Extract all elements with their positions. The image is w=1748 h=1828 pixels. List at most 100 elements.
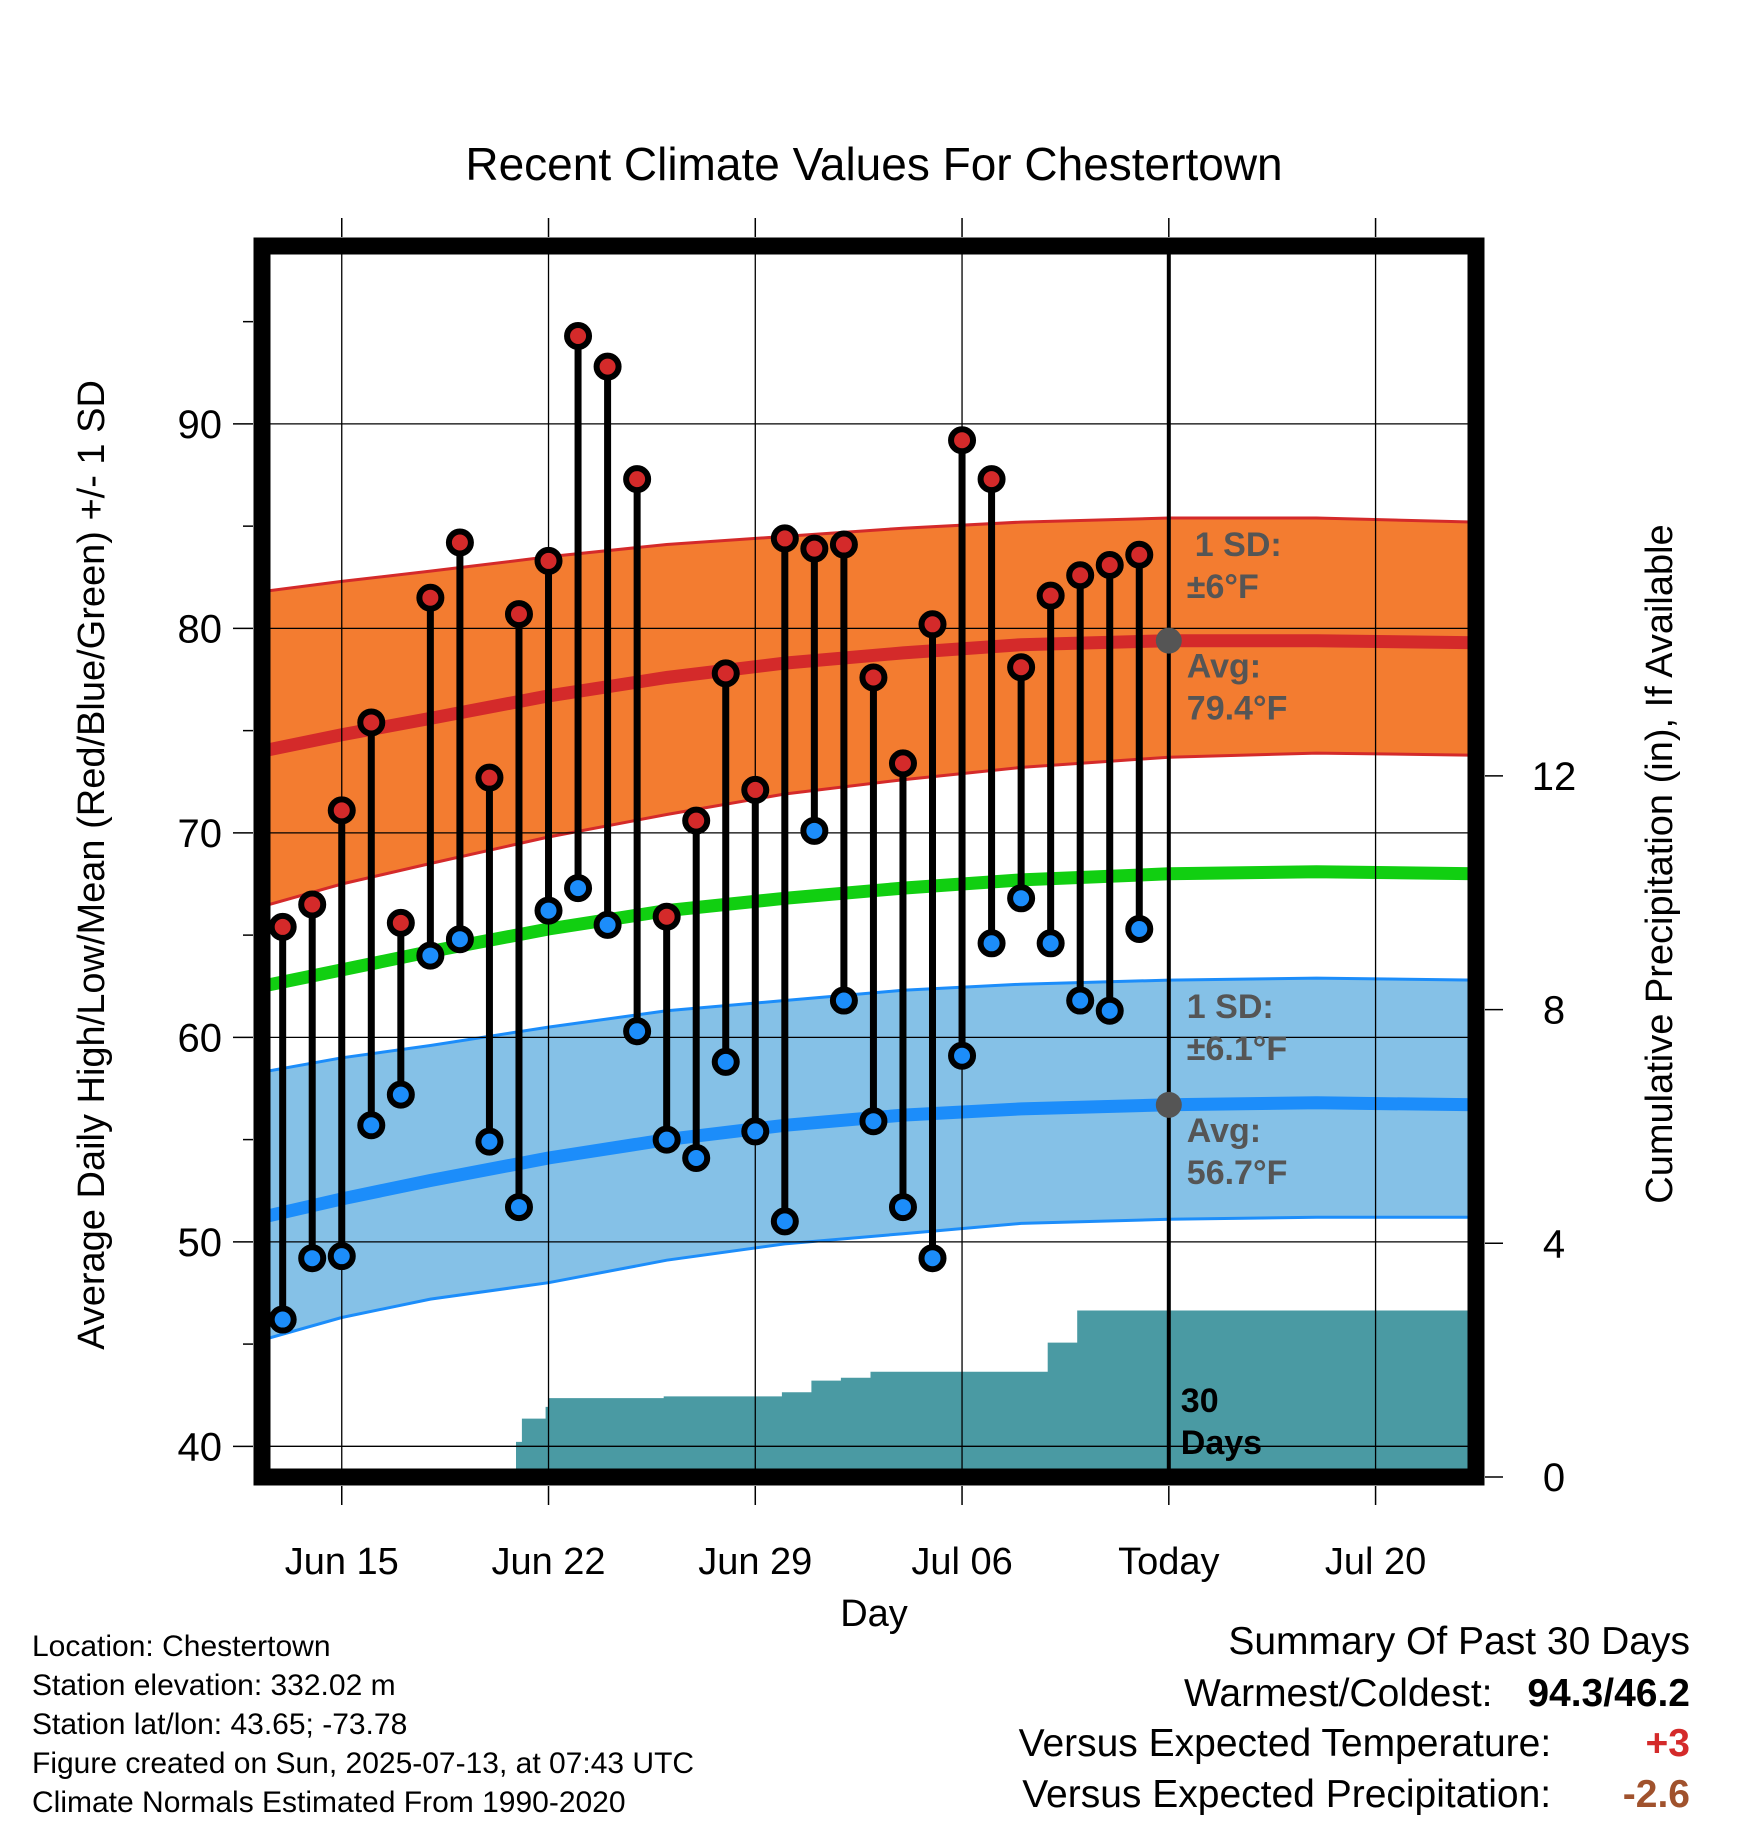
summary-title: Summary Of Past 30 Days (1228, 1620, 1690, 1664)
y2-tick-label: 0 (1543, 1456, 1565, 1500)
high-sd-value: ±6°F (1187, 568, 1259, 606)
daily-high-point (922, 613, 944, 635)
precip-window-label: 30 (1181, 1382, 1219, 1420)
daily-high-point (862, 666, 884, 688)
daily-low-point (597, 914, 619, 936)
daily-high-point (715, 662, 737, 684)
low-sd-value: ±6.1°F (1187, 1030, 1287, 1068)
y-tick-label: 70 (178, 812, 223, 856)
daily-low-point (331, 1245, 353, 1267)
info-elevation: Station elevation: 332.02 m (32, 1669, 396, 1703)
warmest-coldest-value: 94.3/46.2 (1527, 1672, 1690, 1715)
daily-high-point (419, 587, 441, 609)
daily-high-point (272, 916, 294, 938)
summary-warmest-coldest: Warmest/Coldest: 94.3/46.2 (1184, 1672, 1690, 1716)
y-axis-label: Average Daily High/Low/Mean (Red/Blue/Gr… (71, 380, 113, 1350)
plot-area (262, 246, 1476, 1477)
daily-high-point (301, 893, 323, 915)
temp-departure-value: +3 (1562, 1722, 1690, 1766)
low-sd-label: 1 SD: (1187, 988, 1274, 1026)
today-normal-high-marker (1156, 628, 1182, 654)
precip-departure-value: -2.6 (1562, 1773, 1690, 1817)
x-tick-label: Today (1118, 1541, 1219, 1583)
daily-high-point (390, 912, 412, 934)
daily-high-point (951, 429, 973, 451)
info-location: Location: Chestertown (32, 1630, 331, 1664)
daily-high-point (1010, 656, 1032, 678)
high-sd-label: 1 SD: (1195, 526, 1282, 564)
y-tick-label: 90 (178, 403, 223, 447)
daily-high-point (774, 527, 796, 549)
daily-low-point (892, 1196, 914, 1218)
warmest-coldest-label: Warmest/Coldest: (1184, 1672, 1492, 1715)
daily-low-point (774, 1210, 796, 1232)
daily-high-point (833, 534, 855, 556)
daily-low-point (951, 1045, 973, 1067)
daily-low-point (567, 877, 589, 899)
low-sd-band (262, 978, 1476, 1340)
daily-high-point (360, 711, 382, 733)
daily-high-point (656, 906, 678, 928)
daily-low-point (833, 990, 855, 1012)
y2-tick-label: 4 (1543, 1222, 1565, 1266)
daily-high-point (1069, 564, 1091, 586)
normal-mean-line (262, 872, 1476, 987)
daily-high-point (1128, 544, 1150, 566)
daily-high-point (1099, 554, 1121, 576)
daily-low-point (922, 1247, 944, 1269)
daily-high-point (449, 532, 471, 554)
daily-high-point (803, 538, 825, 560)
daily-low-point (685, 1147, 707, 1169)
summary-title-text: Summary Of Past 30 Days (1228, 1620, 1690, 1663)
y-tick-label: 80 (178, 607, 223, 651)
info-normals: Climate Normals Estimated From 1990-2020 (32, 1786, 626, 1820)
daily-low-point (744, 1120, 766, 1142)
daily-low-point (1040, 932, 1062, 954)
daily-low-point (390, 1084, 412, 1106)
daily-high-point (478, 767, 500, 789)
x-tick-label: Jul 20 (1325, 1541, 1426, 1583)
daily-low-point (1010, 887, 1032, 909)
daily-low-point (1128, 918, 1150, 940)
y-tick-label: 60 (178, 1016, 223, 1060)
daily-high-point (892, 752, 914, 774)
x-tick-label: Jun 29 (698, 1541, 812, 1583)
climate-chart: Recent Climate Values For Chestertown Da… (0, 0, 1748, 1828)
precip-window-unit: Days (1181, 1424, 1262, 1462)
x-tick-label: Jun 22 (491, 1541, 605, 1583)
daily-low-point (862, 1110, 884, 1132)
daily-low-point (803, 820, 825, 842)
daily-low-point (360, 1114, 382, 1136)
daily-low-point (1099, 1000, 1121, 1022)
y2-tick-label: 8 (1543, 989, 1565, 1033)
daily-high-point (1040, 585, 1062, 607)
daily-high-point (685, 810, 707, 832)
cumulative-precip-area (262, 1311, 1476, 1478)
daily-high-point (538, 550, 560, 572)
chart-title: Recent Climate Values For Chestertown (465, 138, 1282, 190)
low-avg-label: Avg: (1187, 1112, 1261, 1150)
daily-high-point (981, 468, 1003, 490)
daily-low-point (626, 1020, 648, 1042)
x-tick-label: Jul 06 (911, 1541, 1012, 1583)
summary-precip-departure: Versus Expected Precipitation: -2.6 (1022, 1773, 1690, 1817)
daily-low-point (272, 1309, 294, 1331)
precip-departure-label: Versus Expected Precipitation: (1022, 1773, 1551, 1816)
x-axis-label: Day (840, 1593, 908, 1635)
high-avg-value: 79.4°F (1187, 690, 1288, 728)
temp-departure-label: Versus Expected Temperature: (1019, 1722, 1552, 1765)
daily-high-point (331, 799, 353, 821)
daily-low-point (538, 900, 560, 922)
daily-high-point (508, 603, 530, 625)
daily-low-point (1069, 990, 1091, 1012)
daily-low-point (656, 1129, 678, 1151)
info-latlon: Station lat/lon: 43.65; -73.78 (32, 1708, 407, 1742)
y2-axis-label: Cumulative Precipitation (in), If Availa… (1639, 524, 1681, 1203)
daily-high-point (597, 356, 619, 378)
daily-low-point (508, 1196, 530, 1218)
daily-low-point (449, 928, 471, 950)
low-avg-value: 56.7°F (1187, 1154, 1288, 1192)
daily-high-point (567, 325, 589, 347)
daily-low-point (419, 945, 441, 967)
y-tick-label: 50 (178, 1221, 223, 1265)
